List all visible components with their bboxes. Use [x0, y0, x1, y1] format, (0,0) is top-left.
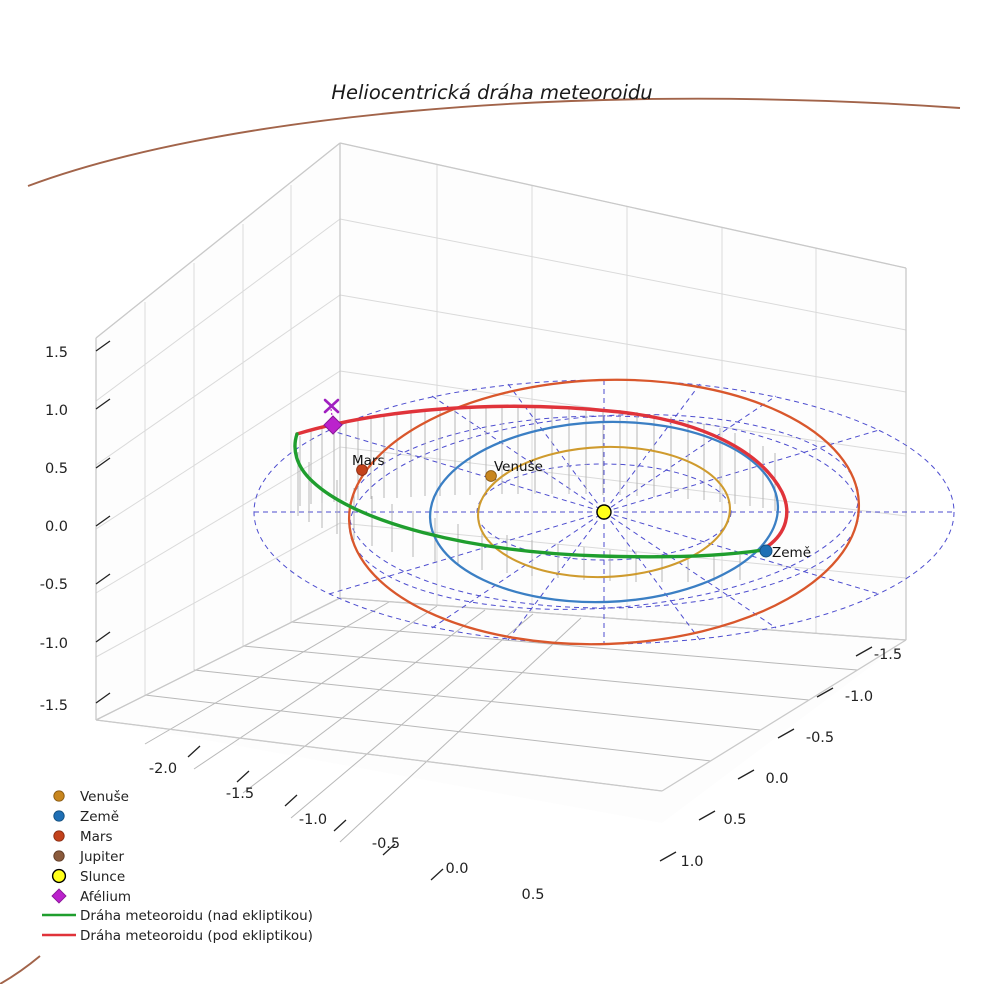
x-tick: -2.0 — [149, 761, 177, 777]
z-tick: -1.0 — [40, 636, 68, 652]
x-axis-ticklabels: -2.0 -1.5 -1.0 -0.5 0.0 0.5 — [149, 761, 545, 903]
legend-marker-zeme — [53, 810, 65, 822]
y-axis-ticklabels: -1.5 -1.0 -0.5 0.0 0.5 1.0 — [680, 647, 902, 870]
legend-marker-mars — [53, 830, 65, 842]
legend-label-afelium: Afélium — [80, 889, 131, 905]
legend-label-mars: Mars — [80, 829, 113, 845]
y-axis-tickmarks — [659, 646, 873, 862]
axes-panes — [96, 143, 906, 823]
orbit-mars — [347, 378, 861, 646]
z-tick: 0.5 — [45, 461, 68, 477]
pane-back — [340, 143, 906, 640]
y-tick: 0.0 — [765, 771, 788, 787]
aphelion-x-icon — [323, 398, 340, 414]
z-tick: 1.5 — [45, 345, 68, 361]
pane-left — [96, 143, 340, 720]
y-tick: 0.5 — [723, 812, 746, 828]
z-tick: -1.5 — [40, 698, 68, 714]
earth-label: Země — [772, 545, 811, 561]
z-axis-tickmarks — [95, 340, 111, 704]
y-tick: -1.0 — [845, 689, 873, 705]
legend-marker-slunce — [51, 868, 67, 884]
orbit-jupiter-lower — [0, 955, 41, 984]
legend-label-nad-ekliptikou: Dráha meteoroidu (nad ekliptikou) — [80, 908, 313, 924]
x-tick: 0.0 — [445, 861, 468, 877]
orbit-venus — [477, 445, 731, 579]
marker-group: Mars Venuše Země — [323, 398, 811, 561]
earth-marker — [759, 544, 773, 558]
y-tick: -1.5 — [874, 647, 902, 663]
x-tick: 0.5 — [521, 887, 544, 903]
x-axis-tickmarks — [187, 745, 444, 881]
legend-label-venuse: Venuše — [80, 789, 129, 805]
orbit-earth — [428, 420, 780, 604]
axes-frame — [95, 142, 907, 792]
y-tick: 1.0 — [680, 854, 703, 870]
x-tick: -0.5 — [372, 836, 400, 852]
legend-marker-jupiter — [53, 850, 65, 862]
sun-marker — [596, 504, 612, 520]
x-tick: -1.5 — [226, 786, 254, 802]
venus-marker — [485, 470, 497, 482]
legend-label-jupiter: Jupiter — [79, 849, 124, 865]
orbit-jupiter — [27, 97, 961, 187]
z-axis-ticklabels: 1.5 1.0 0.5 0.0 -0.5 -1.0 -1.5 — [40, 345, 68, 714]
legend-label-slunce: Slunce — [80, 869, 125, 885]
z-tick: -0.5 — [40, 577, 68, 593]
legend-marker-afelium — [51, 888, 67, 904]
orbit-group — [0, 97, 961, 984]
legend: Venuše Země Mars Jupiter Slunce Afélium … — [42, 789, 313, 944]
mars-label: Mars — [352, 453, 385, 469]
page-title: Heliocentrická dráha meteoroidu — [331, 81, 652, 104]
aphelion-diamond-marker — [323, 415, 343, 435]
legend-label-zeme: Země — [80, 809, 119, 825]
z-tick: 0.0 — [45, 519, 68, 535]
z-tick: 1.0 — [45, 403, 68, 419]
mars-marker — [356, 464, 368, 476]
legend-label-pod-ekliptikou: Dráha meteoroidu (pod ekliptikou) — [80, 928, 313, 944]
venus-label: Venuše — [494, 459, 543, 475]
x-tick: -1.0 — [299, 812, 327, 828]
meteoroid-above-ecliptic — [293, 432, 765, 559]
legend-marker-venuse — [53, 790, 65, 802]
y-tick: -0.5 — [806, 730, 834, 746]
